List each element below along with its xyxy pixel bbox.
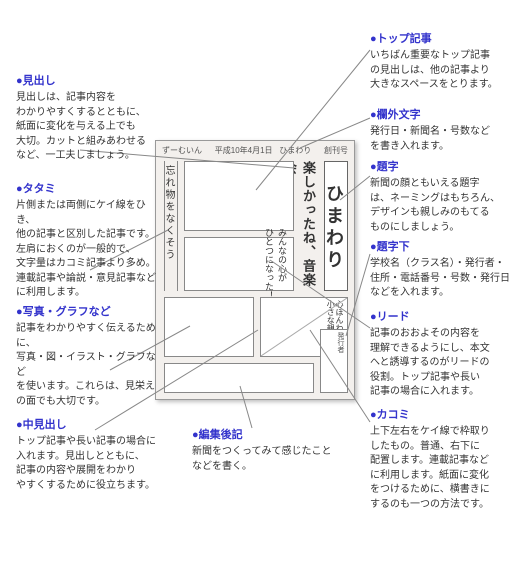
label-body: 新聞をつくってみて感じたこと などを書く。 [192,445,332,474]
label-body: いちばん重要なトップ記事 の見出しは、他の記事より 大きなスペースをとります。 [370,49,520,93]
paper-photo-box [164,297,254,357]
paper-topbar: ずーむいん 平成10年4月1日 ひまわり 創刊号 [160,145,350,157]
label-title: 題字 [370,160,520,175]
label-henshukoki: 編集後記 新聞をつくってみて感じたこと などを書く。 [192,428,332,474]
label-tatami: タタミ 片側または両側にケイ線をひき、 他の記事と区別した記事です。 左肩におく… [16,182,156,301]
label-body: 新聞の顔ともいえる題字 は、ネーミングはもちろん、 デザインも親しみのもてる も… [370,177,520,235]
paper-headline: 楽しかったね、音楽会 [300,161,318,291]
label-kakomi: カコミ 上下左右をケイ線で枠取り したもの。普通、右下に 配置します。連載記事な… [370,408,520,512]
label-lead: リード 記事のおおよその内容を 理解できるようにし、本文 へと誘導するのがリード… [370,310,520,400]
label-daijishita: 題字下 学校名（クラス名）・発行者・ 住所・電話番号・号数・発行日 などを入れま… [370,240,525,301]
label-body: 記事のおおよその内容を 理解できるようにし、本文 へと誘導するのがリードの 役割… [370,327,520,400]
label-title: 欄外文字 [370,108,520,123]
newspaper-mockup: ずーむいん 平成10年4月1日 ひまわり 創刊号 ひまわり 楽しかったね、音楽会… [155,140,355,400]
label-body: トップ記事や長い記事の場合に 入れます。見出しとともに、 記事の内容や展開をわか… [16,435,156,493]
paper-tatami: 忘れ物をなくそう [164,161,178,291]
label-title: 写真・グラフなど [16,305,156,320]
label-title: リード [370,310,520,325]
label-body: 見出しは、記事内容を わかりやすくするとともに、 紙面に変化を与える上でも 大切… [16,91,146,164]
label-title: 題字下 [370,240,525,255]
label-rangai: 欄外文字 発行日・新聞名・号数など を書き入れます。 [370,108,520,154]
label-title: 見出し [16,74,146,89]
paper-daijishita: 発行者 [320,329,348,393]
paper-editorial-box [164,363,314,393]
label-title: 編集後記 [192,428,332,443]
label-body: 片側または両側にケイ線をひき、 他の記事と区別した記事です。 左肩におくのが一般… [16,199,156,301]
label-midashi: 見出し 見出しは、記事内容を わかりやすくするとともに、 紙面に変化を与える上で… [16,74,146,164]
label-body: 記事をわかりやすく伝えるために、 写真・図・イラスト・グラフなど を使います。こ… [16,322,156,409]
label-title: カコミ [370,408,520,423]
label-title: タタミ [16,182,156,197]
paper-lead: みんなの心が ひとつになった！ [184,237,294,291]
label-title: トップ記事 [370,32,520,47]
label-body: 上下左右をケイ線で枠取り したもの。普通、右下に 配置します。連載記事など に利… [370,425,520,512]
label-body: 発行日・新聞名・号数など を書き入れます。 [370,125,520,154]
paper-masthead: ひまわり [324,161,348,291]
paper-top-article-box [184,161,294,231]
label-daiji: 題字 新聞の顔ともいえる題字 は、ネーミングはもちろん、 デザインも親しみのもて… [370,160,520,235]
label-photo: 写真・グラフなど 記事をわかりやすく伝えるために、 写真・図・イラスト・グラフな… [16,305,156,409]
topbar-center: 平成10年4月1日 ひまわり [215,145,311,157]
topbar-right: 創刊号 [324,145,348,157]
label-topkiji: トップ記事 いちばん重要なトップ記事 の見出しは、他の記事より 大きなスペースを… [370,32,520,93]
label-body: 学校名（クラス名）・発行者・ 住所・電話番号・号数・発行日 などを入れます。 [370,257,525,301]
topbar-left: ずーむいん [162,145,202,157]
label-title: 中見出し [16,418,156,433]
label-nakamidashi: 中見出し トップ記事や長い記事の場合に 入れます。見出しとともに、 記事の内容や… [16,418,156,493]
